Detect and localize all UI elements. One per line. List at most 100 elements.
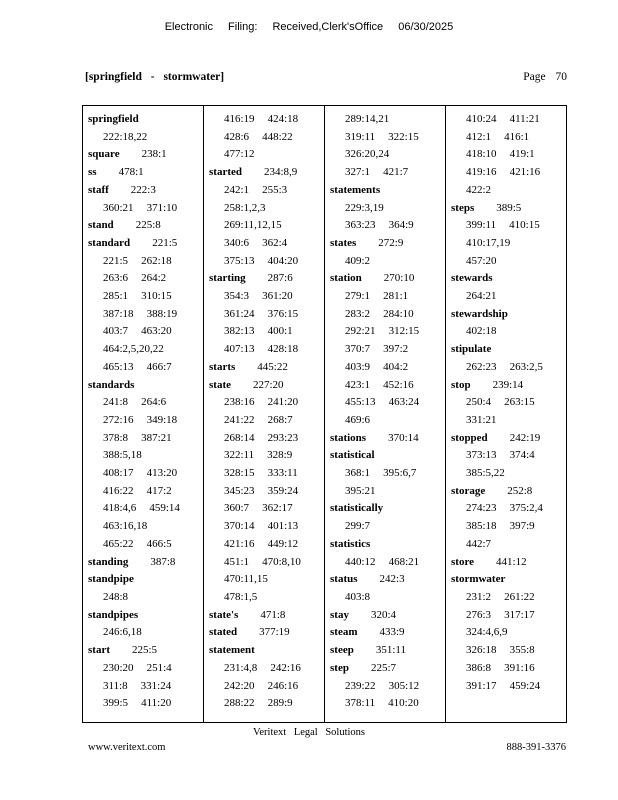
index-word: starting	[209, 272, 246, 285]
word-index-table: springfield 222:18,22 square 238:1 ss 478:1 st…	[82, 105, 567, 723]
page-line-ref: 465:13	[103, 360, 134, 373]
index-entry: stop 239:14	[451, 377, 565, 395]
page-line-ref: 222:3	[130, 183, 156, 196]
index-ref-line: 465:22 466:5	[88, 536, 202, 554]
index-ref-line: 221:5 262:18	[88, 253, 202, 271]
page-line-ref: 319:11	[345, 130, 376, 143]
page-line-ref: 227:20	[253, 378, 284, 391]
index-entry: stay 320:4	[330, 607, 444, 625]
page-line-ref: 333:11	[267, 467, 298, 480]
page-line-ref: 441:12	[496, 555, 527, 568]
index-entry: springfield	[88, 111, 202, 129]
efiling-header: Electronic Filing: Received,Clerk'sOffic…	[164, 21, 454, 33]
page-line-ref: 322:11	[224, 449, 255, 462]
page-line-ref: 288:22	[224, 697, 255, 710]
page-line-ref: 230:20	[103, 661, 134, 674]
page-line-ref: 270:10	[383, 272, 415, 285]
page-line-ref: 349:18	[146, 413, 178, 426]
index-ref-line: 326:18 355:8	[451, 642, 565, 660]
page-line-ref: 391:16	[504, 661, 535, 674]
index-entry: station 270:10	[330, 270, 444, 288]
index-ref-line: 477:12	[209, 146, 323, 164]
page-line-ref: 459:24	[509, 679, 541, 692]
page-line-ref: 299:7	[345, 520, 371, 533]
index-ref-line: 258:1,2,3	[209, 200, 323, 218]
index-ref-line: 269:11,12,15	[209, 217, 323, 235]
index-entry: stopped 242:19	[451, 430, 565, 448]
index-ref-line: 248:8	[88, 589, 202, 607]
index-ref-line: 360:21 371:10	[88, 200, 202, 218]
page-line-ref: 328:9	[267, 449, 293, 462]
index-ref-line: 311:8 331:24	[88, 678, 202, 696]
page-line-ref: 285:1	[103, 290, 129, 303]
page-line-ref: 293:23	[267, 431, 299, 444]
index-ref-line: 382:13 400:1	[209, 323, 323, 341]
index-ref-line: 375:13 404:20	[209, 253, 323, 271]
page-line-ref: 421:16	[509, 166, 541, 179]
page-line-ref: 241:8	[103, 396, 129, 409]
page-line-ref: 413:20	[146, 467, 178, 480]
index-ref-line: 373:13 374:4	[451, 447, 565, 465]
page-line-ref: 399:11	[466, 219, 497, 232]
index-ref-line: 324:4,6,9	[451, 624, 565, 642]
index-word: started	[209, 166, 242, 179]
index-ref-line: 442:7	[451, 536, 565, 554]
index-entry: start 225:5	[88, 642, 202, 660]
index-ref-line: 402:18	[451, 323, 565, 341]
page-line-ref: 478:1	[118, 166, 144, 179]
page-line-ref: 421:16	[224, 537, 255, 550]
page-line-ref: 327:1	[345, 166, 371, 179]
page-line-ref: 239:14	[492, 378, 524, 391]
page-line-ref: 416:1	[504, 130, 530, 143]
page-line-ref: 238:16	[224, 396, 255, 409]
index-word: steep	[330, 644, 354, 657]
page-line-ref: 292:21	[345, 325, 376, 338]
index-ref-line: 322:11 328:9	[209, 447, 323, 465]
page-line-ref: 261:22	[504, 590, 535, 603]
page-line-ref: 419:1	[509, 148, 535, 161]
index-ref-line: 408:17 413:20	[88, 465, 202, 483]
index-ref-line: 285:1 310:15	[88, 288, 202, 306]
index-ref-line: 410:17,19	[451, 235, 565, 253]
page-line-ref: 248:8	[103, 590, 129, 603]
index-ref-line: 289:14,21	[330, 111, 444, 129]
page-line-ref: 423:1	[345, 378, 371, 391]
index-entry: standard 221:5	[88, 235, 202, 253]
page-line-ref: 246:16	[267, 679, 299, 692]
page-line-ref: 465:22	[103, 537, 134, 550]
index-entry: stand 225:8	[88, 217, 202, 235]
index-entry: standards	[88, 377, 202, 395]
index-ref-line: 395:21	[330, 483, 444, 501]
index-entry: statement	[209, 642, 323, 660]
page-line-ref: 371:10	[146, 201, 178, 214]
index-ref-line: 464:2,5,20,22	[88, 341, 202, 359]
index-ref-line: 428:6 448:22	[209, 129, 323, 147]
index-ref-line: 262:23 263:2,5	[451, 359, 565, 377]
page-line-ref: 449:12	[267, 537, 299, 550]
index-word: statistical	[330, 449, 375, 462]
page-line-ref: 242:19	[509, 431, 541, 444]
index-column-4: 410:24 411:21 412:1 416:1 418:10 419:1 419:16 4…	[445, 106, 566, 722]
index-ref-line: 423:1 452:16	[330, 377, 444, 395]
index-entry: stated 377:19	[209, 624, 323, 642]
page-line-ref: 368:1	[345, 467, 371, 480]
index-ref-line: 327:1 421:7	[330, 164, 444, 182]
page-line-ref: 389:5	[496, 201, 522, 214]
index-ref-line: 418:4,6 459:14	[88, 500, 202, 518]
index-ref-line: 288:22 289:9	[209, 695, 323, 713]
index-ref-line: 274:23 375:2,4	[451, 500, 565, 518]
index-word: standing	[88, 555, 129, 568]
index-ref-line: 276:3 317:17	[451, 607, 565, 625]
index-ref-line: 370:14 401:13	[209, 518, 323, 536]
page-line-ref: 246:6,18	[103, 626, 142, 639]
page-line-ref: 272:9	[378, 236, 404, 249]
page-line-ref: 274:23	[466, 502, 497, 515]
index-ref-line: 231:2 261:22	[451, 589, 565, 607]
index-word: stipulate	[451, 343, 492, 356]
index-ref-line: 229:3,19	[330, 200, 444, 218]
index-ref-line: 421:16 449:12	[209, 536, 323, 554]
footer-company: Veritext Legal Solutions	[252, 727, 366, 738]
index-ref-line: 410:24 411:21	[451, 111, 565, 129]
index-word: steps	[451, 201, 475, 214]
index-entry: stipulate	[451, 341, 565, 359]
